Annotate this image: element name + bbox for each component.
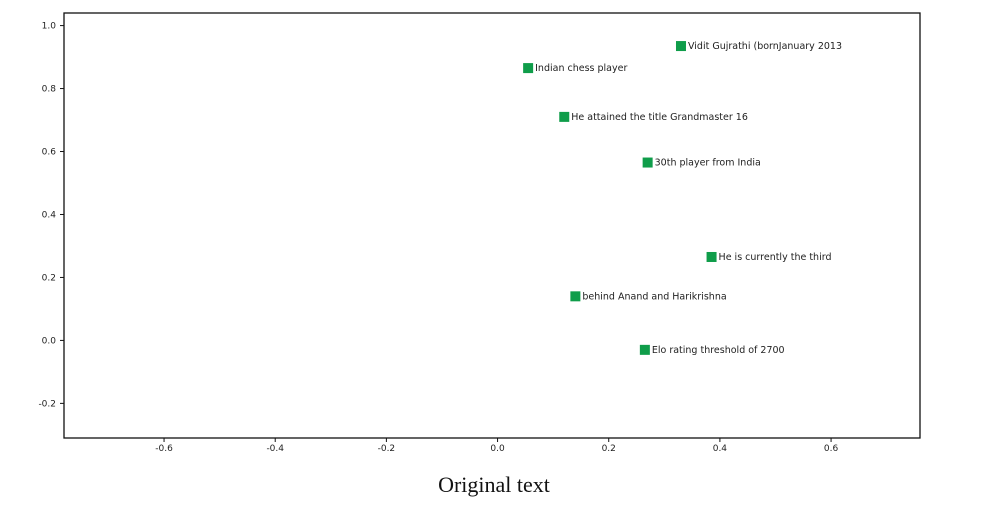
y-tick-label: 1.0 — [42, 22, 57, 32]
data-point-marker — [559, 111, 570, 122]
y-tick-label: 0.8 — [42, 85, 57, 95]
y-tick-label: 0.2 — [42, 273, 56, 283]
data-point-label: Vidit Gujrathi (bornJanuary 2013 — [688, 41, 842, 52]
data-point-label: behind Anand and Harikrishna — [582, 291, 726, 302]
data-point-label: He attained the title Grandmaster 16 — [571, 112, 748, 123]
data-point-label: 30th player from India — [655, 158, 761, 169]
y-tick-label: 0.0 — [42, 336, 57, 346]
x-tick-label: -0.2 — [378, 444, 396, 454]
scatter-chart: -0.6 -0.4 -0.2 0.0 0.2 0.4 0.6 1.0 0.8 0.6 0.4 0.2 0… — [38, 12, 921, 454]
chart-caption: Original text — [438, 472, 550, 497]
y-tick-label: 0.6 — [42, 148, 57, 158]
x-tick-label: 0.6 — [824, 444, 839, 454]
data-point-marker — [639, 344, 650, 355]
data-point-label: Elo rating threshold of 2700 — [652, 345, 785, 356]
y-tick-label: 0.4 — [42, 210, 57, 220]
data-point-marker — [642, 157, 653, 168]
data-point-marker — [706, 251, 717, 262]
data-point-marker — [570, 291, 581, 302]
data-point-label: He is currently the third — [719, 252, 832, 263]
x-tick-label: 0.4 — [713, 444, 728, 454]
data-point-marker — [675, 41, 686, 52]
data-point-marker — [523, 63, 534, 74]
x-tick-label: -0.6 — [155, 444, 173, 454]
x-tick-label: 0.2 — [602, 444, 616, 454]
y-tick-label: -0.2 — [38, 399, 56, 409]
data-point-label: Indian chess player — [535, 63, 627, 74]
x-tick-label: -0.4 — [266, 444, 284, 454]
x-tick-label: 0.0 — [490, 444, 505, 454]
plot-frame — [63, 12, 921, 439]
